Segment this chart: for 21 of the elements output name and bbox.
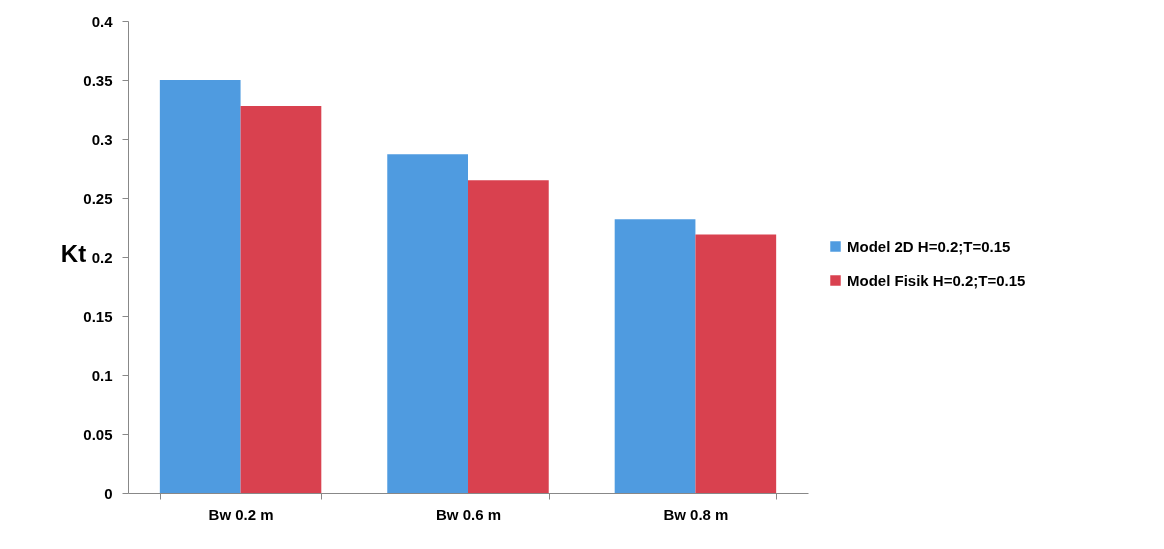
x-tick-label: Bw 0.6 m bbox=[435, 505, 502, 523]
y-tick-label: 0.1 bbox=[91, 366, 113, 384]
x-tick-label: Bw 0.8 m bbox=[663, 505, 729, 523]
y-tick-label: 0.25 bbox=[83, 189, 113, 207]
bar bbox=[614, 219, 696, 493]
x-tick-label: Bw 0.2 m bbox=[208, 505, 274, 523]
y-tick-label: 0.05 bbox=[83, 425, 113, 443]
y-axis-title: Kt bbox=[60, 239, 87, 267]
bar bbox=[240, 105, 322, 493]
y-tick-label: 0 bbox=[104, 484, 113, 502]
y-tick-label: 0.2 bbox=[91, 248, 113, 266]
bar bbox=[695, 234, 777, 493]
y-tick-label: 0.35 bbox=[83, 71, 113, 89]
y-tick-label: 0.3 bbox=[91, 130, 113, 148]
bar bbox=[387, 154, 468, 493]
legend-label: Model Fisik H=0.2;T=0.15 bbox=[847, 271, 1026, 289]
legend-label: Model 2D H=0.2;T=0.15 bbox=[847, 237, 1011, 255]
y-tick-label: 0.4 bbox=[91, 12, 114, 30]
bar bbox=[159, 80, 241, 493]
bar bbox=[468, 180, 549, 493]
y-tick-label: 0.15 bbox=[83, 307, 113, 325]
